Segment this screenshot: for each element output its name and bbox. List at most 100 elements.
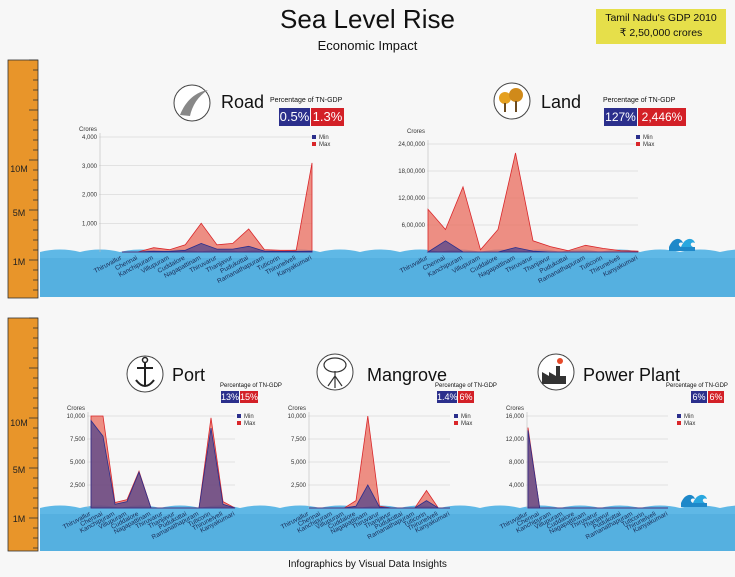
wave-crest xyxy=(669,238,683,247)
mangrove-pct-min: 1.4% xyxy=(437,391,458,403)
mangrove-legend-max: Max xyxy=(461,421,472,427)
gdp-badge: Tamil Nadu's GDP 2010 ₹ 2,50,000 crores xyxy=(596,9,726,44)
road-legend-max: Max xyxy=(319,142,330,148)
road-pct-label: Percentage of TN-GDP xyxy=(270,97,343,104)
ruler-label: 10M xyxy=(10,418,28,428)
mangrove-y-tick: 5,000 xyxy=(291,460,307,466)
water-band-shade xyxy=(40,514,735,551)
power-series-min xyxy=(527,430,668,509)
mangrove-legend-min-swatch xyxy=(454,414,458,418)
road-series-min xyxy=(122,242,313,253)
port-legend-min-swatch xyxy=(237,414,241,418)
mangrove-legend-max-swatch xyxy=(454,421,458,425)
power-legend-max-swatch xyxy=(677,421,681,425)
mangrove-unit-label: Crores xyxy=(288,406,306,412)
water-band xyxy=(40,249,735,297)
power-series-max xyxy=(527,427,668,509)
port-legend-max-swatch xyxy=(237,421,241,425)
ruler-label: 5M xyxy=(13,208,26,218)
mangrove-y-tick: 2,500 xyxy=(291,483,307,489)
wave-base xyxy=(681,503,707,507)
tree-trunk xyxy=(515,101,517,112)
road-legend-max-swatch xyxy=(312,142,316,146)
land-legend-max-swatch xyxy=(636,142,640,146)
mangrove-y-tick: 7,500 xyxy=(291,437,307,443)
tree-canopy xyxy=(499,92,511,104)
land-y-tick: 18,00,000 xyxy=(398,169,425,175)
land-pct-min: 127% xyxy=(604,108,637,126)
land-unit-label: Crores xyxy=(407,129,425,135)
power-pct-max: 6% xyxy=(708,391,724,403)
tree-trunk xyxy=(504,103,506,112)
land-pct-max: 2,446% xyxy=(638,108,686,126)
port-y-tick: 5,000 xyxy=(70,460,86,466)
power-y-tick: 8,000 xyxy=(509,460,525,466)
tree-canopy xyxy=(509,88,523,102)
port-series-min xyxy=(90,419,236,509)
wave-icon xyxy=(681,494,707,507)
road-shape xyxy=(180,90,208,116)
ruler-label: 1M xyxy=(13,514,26,524)
page-title: Sea Level Rise xyxy=(280,4,455,34)
power-legend-min: Min xyxy=(684,414,694,420)
port-title: Port xyxy=(172,365,206,385)
power-y-tick: 16,000 xyxy=(506,414,525,420)
water-band xyxy=(40,505,735,551)
road-pct-min: 0.5% xyxy=(279,108,310,126)
road-y-tick: 1,000 xyxy=(82,221,98,227)
land-legend-min: Min xyxy=(643,135,653,141)
gdp-label: Tamil Nadu's GDP 2010 xyxy=(605,12,717,24)
power-unit-label: Crores xyxy=(506,406,524,412)
land-y-tick: 6,00,000 xyxy=(402,223,426,229)
road-y-tick: 2,000 xyxy=(82,193,98,199)
land-series-min xyxy=(426,240,638,253)
mangrove-pct-max: 6% xyxy=(458,391,474,403)
gdp-value: ₹ 2,50,000 crores xyxy=(619,27,703,39)
anchor-shape xyxy=(135,362,155,387)
power-legend-max: Max xyxy=(684,421,695,427)
power-y-tick: 4,000 xyxy=(509,483,525,489)
mangrove-y-tick: 10,000 xyxy=(288,414,307,420)
road-unit-label: Crores xyxy=(79,127,97,133)
factory-smoke xyxy=(557,358,563,364)
footer-credit: Infographics by Visual Data Insights xyxy=(288,559,447,570)
power-title: Power Plant xyxy=(583,365,681,385)
power-pct-min: 6% xyxy=(691,391,707,403)
land-pct-label: Percentage of TN-GDP xyxy=(603,97,676,104)
wave-crest xyxy=(681,494,695,503)
port-legend-max: Max xyxy=(244,421,255,427)
road-series-max xyxy=(122,162,313,253)
wave-base xyxy=(669,247,695,251)
ruler-bar xyxy=(7,317,39,552)
mangrove-title: Mangrove xyxy=(367,365,448,385)
power-pct-label: Percentage of TN-GDP xyxy=(666,383,728,389)
power-legend-min-swatch xyxy=(677,414,681,418)
land-legend-min-swatch xyxy=(636,135,640,139)
wave-crest xyxy=(681,238,695,247)
land-legend-max: Max xyxy=(643,142,654,148)
port-y-tick: 7,500 xyxy=(70,437,86,443)
land-title: Land xyxy=(541,92,582,112)
port-y-tick: 2,500 xyxy=(70,483,86,489)
port-legend-min: Min xyxy=(244,414,254,420)
road-legend-min: Min xyxy=(319,135,329,141)
mangrove-legend-min: Min xyxy=(461,414,471,420)
port-pct-max: 15% xyxy=(240,391,259,403)
port-unit-label: Crores xyxy=(67,406,85,412)
port-pct-min: 13% xyxy=(221,391,240,403)
road-y-tick: 4,000 xyxy=(82,135,98,141)
water-band-shade xyxy=(40,258,735,297)
road-pct-max: 1.3% xyxy=(311,108,344,126)
mangrove-pct-label: Percentage of TN-GDP xyxy=(435,383,497,389)
land-y-tick: 24,00,000 xyxy=(398,142,425,148)
ruler-label: 1M xyxy=(13,257,26,267)
land-y-tick: 12,00,000 xyxy=(398,196,425,202)
trees-icon xyxy=(493,82,531,120)
anchor-ring xyxy=(141,356,149,364)
mangrove-series-min xyxy=(309,484,450,509)
wave-icon xyxy=(669,238,695,251)
ruler-label: 10M xyxy=(10,164,28,174)
land-series-max xyxy=(427,152,639,253)
port-y-tick: 10,000 xyxy=(67,414,86,420)
